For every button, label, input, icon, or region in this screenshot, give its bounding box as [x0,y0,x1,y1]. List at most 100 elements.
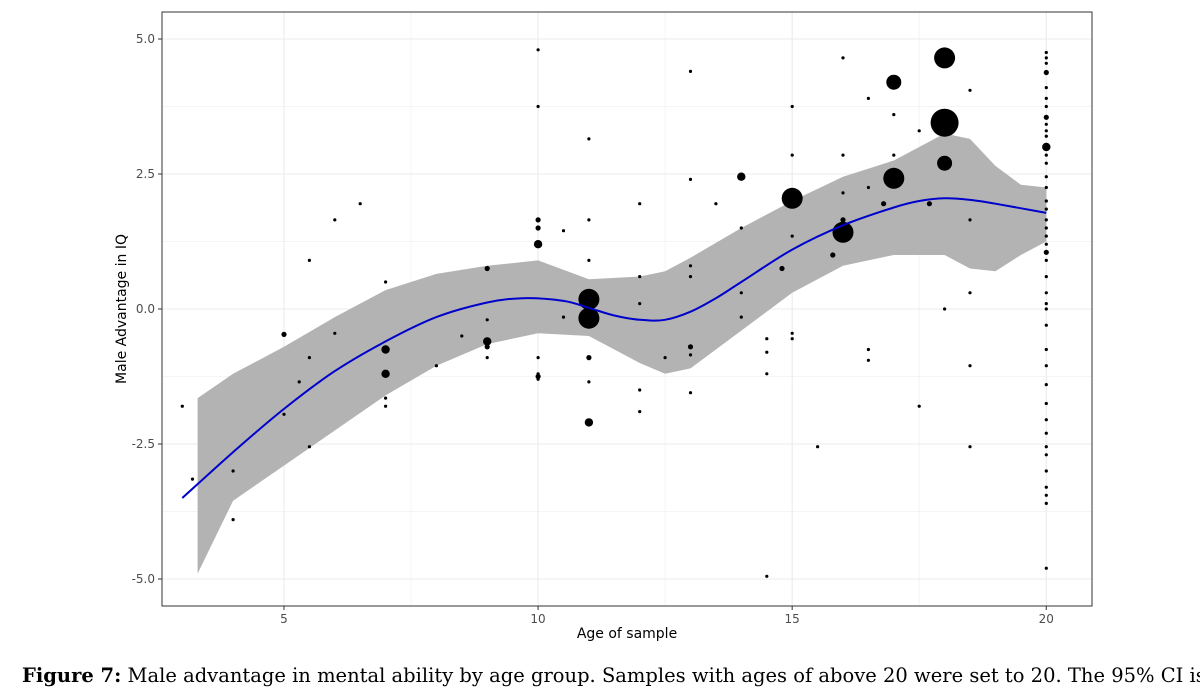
data-point [307,445,311,449]
data-point [281,331,287,337]
data-point [1044,364,1048,368]
y-tick-label: -5.0 [132,572,155,586]
data-point [1044,469,1048,473]
data-point [930,108,959,137]
data-point [587,258,591,262]
data-point [1044,56,1048,60]
data-point [688,177,693,181]
data-point [781,187,803,209]
y-axis-title: Male Advantage in IQ [114,234,130,384]
data-point [688,69,693,73]
data-point [282,412,286,416]
data-point [1044,218,1048,222]
data-point [1044,96,1048,100]
data-point [841,191,845,195]
data-point [1044,323,1048,327]
data-point [587,218,591,222]
confidence-band [197,133,1047,574]
data-point [866,185,871,190]
data-point [765,372,769,376]
data-point [688,353,693,357]
data-point [460,334,464,338]
data-point [1044,134,1048,138]
scatter-plot: 5 10 15 20 -5.0-2.50.02.55.0 Age of sample … [114,11,1093,642]
data-point [638,388,642,392]
data-point [1044,431,1048,435]
data-point [790,153,794,157]
data-point [1044,383,1048,387]
data-point [917,129,921,133]
data-point [840,217,846,223]
data-point [535,217,541,223]
data-point [1044,122,1048,126]
data-point [892,153,896,157]
x-axis: 5 10 15 20 [280,606,1054,626]
data-point [737,172,746,181]
data-point [536,48,540,52]
data-point [943,307,947,311]
data-point [231,518,235,522]
data-point [485,318,489,322]
data-point [536,356,540,360]
data-point [790,331,794,335]
data-point [934,47,956,69]
x-tick-label: 10 [530,612,545,626]
data-point [638,202,642,206]
data-point [1044,275,1048,279]
data-point [297,380,301,384]
data-point [638,410,642,414]
data-point [1044,199,1048,203]
data-point [663,356,667,360]
data-points [180,47,1051,578]
data-point [1044,401,1048,406]
data-point [578,307,600,329]
data-point [1044,307,1048,311]
data-point [384,280,388,284]
data-point [1044,226,1048,230]
data-point [1044,234,1048,238]
data-point [886,74,902,90]
data-point [1044,493,1048,497]
data-point [307,258,311,262]
data-point [561,315,566,319]
data-point [231,469,235,473]
data-point [384,396,388,400]
data-point [926,201,933,207]
data-point [830,252,836,258]
x-tick-label: 20 [1039,612,1054,626]
data-point [917,404,921,408]
x-tick-label: 5 [280,612,288,626]
data-point [1044,153,1048,157]
data-point [434,364,438,368]
data-point [739,315,743,319]
data-point [1044,207,1048,211]
data-point [968,218,972,222]
data-point [333,331,337,335]
data-point [866,358,871,362]
data-point [1044,485,1048,489]
data-point [816,445,820,449]
data-point [1044,501,1048,505]
data-point [1043,69,1049,76]
data-point [688,275,693,279]
data-point [1044,445,1048,449]
data-point [866,347,871,352]
data-point [1043,249,1049,255]
data-point [638,302,642,306]
data-point [1044,61,1048,65]
data-point [1044,242,1048,246]
data-point [841,56,845,60]
data-point [1044,302,1048,306]
y-tick-label: 0.0 [136,302,155,316]
data-point [1044,86,1048,90]
data-point [358,202,362,206]
data-point [937,155,953,171]
data-point [790,104,794,109]
data-point [765,350,769,354]
data-point [484,265,490,272]
data-point [533,240,543,249]
data-point [892,113,896,117]
data-point [587,380,591,384]
data-point [1044,291,1048,295]
data-point [968,445,972,449]
